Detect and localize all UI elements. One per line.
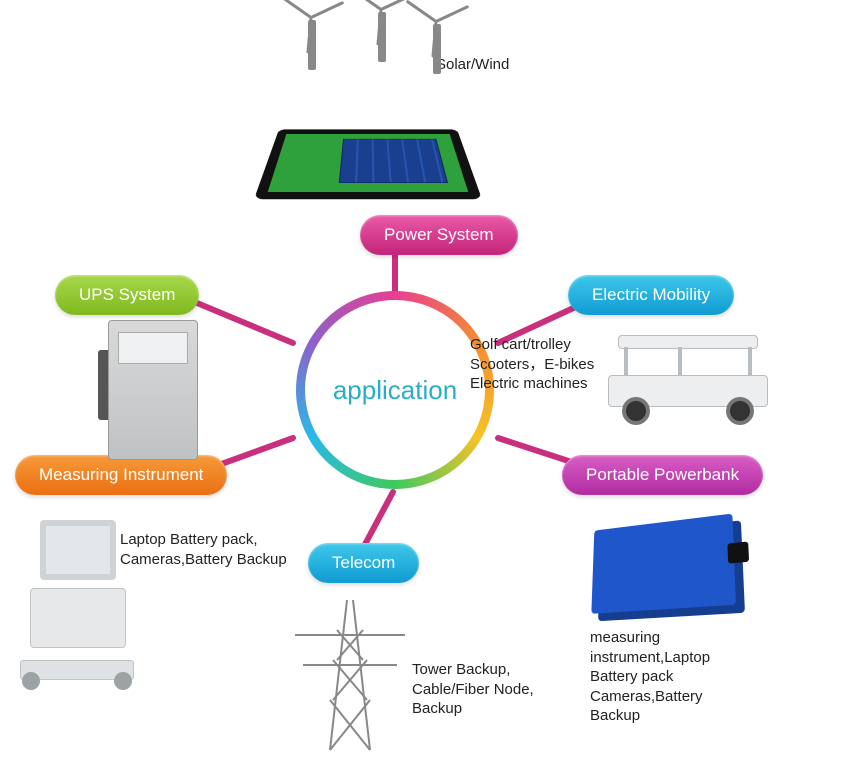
node-pill-telecom: Telecom bbox=[308, 543, 419, 583]
node-desc-telecom: Tower Backup, Cable/Fiber Node, Backup bbox=[412, 660, 534, 719]
node-desc-measuring_instrument: Laptop Battery pack, Cameras,Battery Bac… bbox=[120, 530, 287, 569]
node-pill-ups_system: UPS System bbox=[55, 275, 199, 315]
node-pill-portable_powerbank: Portable Powerbank bbox=[562, 455, 763, 495]
center-label: application bbox=[333, 375, 457, 406]
diagram-canvas: application Power SystemSolar/WindElectr… bbox=[0, 0, 851, 763]
medical-cart-icon bbox=[12, 520, 142, 690]
node-desc-portable_powerbank: measuring instrument,Laptop Battery pack… bbox=[590, 628, 710, 726]
transmission-tower-icon bbox=[275, 590, 425, 760]
illus-ups_system bbox=[108, 320, 198, 460]
node-pill-electric_mobility: Electric Mobility bbox=[568, 275, 734, 315]
node-pill-power_system: Power System bbox=[360, 215, 518, 255]
golf-cart-icon bbox=[608, 335, 768, 425]
illus-measuring_instrument bbox=[12, 520, 142, 690]
node-desc-electric_mobility: Golf cart/trolley Scooters，E-bikes Elect… bbox=[470, 335, 594, 394]
illus-telecom bbox=[275, 590, 425, 765]
illus-power_system bbox=[268, 20, 468, 220]
ups-device-icon bbox=[108, 320, 198, 460]
center-circle: application bbox=[305, 300, 485, 480]
illus-portable_powerbank bbox=[585, 520, 735, 610]
battery-pack-icon bbox=[591, 514, 736, 614]
node-pill-measuring_instrument: Measuring Instrument bbox=[15, 455, 227, 495]
illus-electric_mobility bbox=[608, 335, 768, 425]
solar-panel-icon bbox=[254, 129, 482, 199]
